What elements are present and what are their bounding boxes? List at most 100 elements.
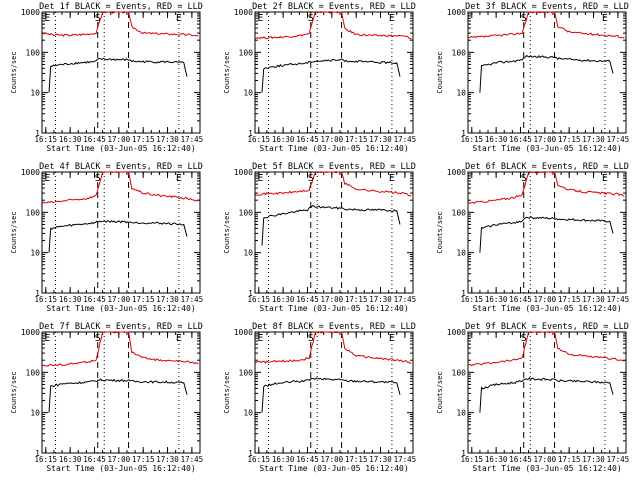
time-marker-label: E	[44, 173, 50, 184]
y-tick-label: 1	[248, 129, 253, 138]
time-marker-label: E	[176, 173, 182, 184]
x-tick-label: 17:00	[108, 295, 131, 304]
time-marker-label: S	[95, 173, 101, 184]
x-axis-label: Start Time (03-Jun-05 16:12:40)	[259, 144, 408, 153]
y-tick-label: 100	[26, 368, 41, 377]
y-axis-label: Counts/sec	[10, 211, 18, 253]
y-tick-label: 10	[30, 89, 40, 98]
x-tick-label: 17:45	[607, 455, 630, 464]
x-tick-label: 17:45	[181, 295, 204, 304]
x-axis-label: Start Time (03-Jun-05 16:12:40)	[259, 464, 408, 473]
x-tick-label: 17:30	[156, 455, 179, 464]
x-tick-label: 17:45	[181, 455, 204, 464]
x-tick-label: 16:45	[509, 295, 532, 304]
y-axis-label: Counts/sec	[436, 371, 444, 413]
x-tick-label: 17:45	[394, 135, 417, 144]
y-tick-label: 1	[461, 449, 466, 458]
chart-title: Det 6f BLACK = Events, RED = LLD	[465, 162, 629, 172]
events-series-line	[479, 54, 614, 93]
x-tick-label: 16:45	[83, 135, 106, 144]
chart-title: Det 8f BLACK = Events, RED = LLD	[252, 322, 416, 332]
y-axis-label: Counts/sec	[436, 51, 444, 93]
chart-title: Det 4f BLACK = Events, RED = LLD	[39, 162, 203, 172]
x-tick-label: 16:30	[59, 135, 82, 144]
events-series-line	[48, 57, 188, 93]
y-tick-label: 1000	[447, 168, 466, 177]
x-tick-label: 16:30	[272, 135, 295, 144]
time-marker-label: S	[95, 13, 101, 24]
x-tick-label: 16:30	[59, 455, 82, 464]
x-tick-label: 16:15	[460, 135, 483, 144]
x-tick-label: 16:30	[485, 135, 508, 144]
lld-series-line	[42, 11, 199, 37]
x-tick-label: 17:00	[321, 135, 344, 144]
y-tick-label: 1	[461, 289, 466, 298]
time-marker-label: E	[389, 333, 395, 344]
time-marker-label: E	[257, 13, 263, 24]
x-tick-label: 17:00	[534, 455, 557, 464]
y-tick-label: 100	[452, 368, 467, 377]
y-tick-label: 10	[456, 409, 466, 418]
y-tick-label: 1000	[234, 168, 253, 177]
time-marker-label: E	[257, 173, 263, 184]
y-tick-label: 1	[461, 129, 466, 138]
y-tick-label: 10	[243, 89, 253, 98]
x-tick-label: 17:15	[345, 455, 368, 464]
plot-frame	[254, 11, 414, 134]
y-tick-label: 10	[456, 89, 466, 98]
time-marker-label: E	[389, 173, 395, 184]
x-tick-label: 17:45	[607, 295, 630, 304]
y-tick-label: 10	[30, 249, 40, 258]
y-tick-label: 1000	[234, 8, 253, 17]
x-tick-label: 17:15	[558, 135, 581, 144]
lld-series-line	[468, 11, 625, 39]
lld-series-line	[255, 171, 412, 197]
events-series-line	[479, 377, 614, 413]
time-marker-label: E	[389, 13, 395, 24]
plot-frame	[41, 11, 201, 134]
x-tick-label: 16:30	[59, 295, 82, 304]
x-tick-label: 17:15	[558, 295, 581, 304]
time-marker-label: E	[602, 13, 608, 24]
x-tick-label: 17:30	[582, 295, 605, 304]
chart-title: Det 1f BLACK = Events, RED = LLD	[39, 2, 203, 12]
x-tick-label: 17:30	[582, 135, 605, 144]
x-tick-label: 17:15	[345, 135, 368, 144]
time-marker-label: E	[257, 333, 263, 344]
x-tick-label: 17:00	[108, 135, 131, 144]
x-tick-label: 16:45	[83, 295, 106, 304]
x-tick-label: 16:15	[247, 455, 270, 464]
lld-series-line	[468, 171, 625, 205]
y-axis-label: Counts/sec	[223, 211, 231, 253]
time-marker-label: E	[44, 333, 50, 344]
x-tick-label: 16:15	[247, 295, 270, 304]
y-tick-label: 1	[35, 289, 40, 298]
x-tick-label: 16:15	[34, 135, 57, 144]
chart-title: Det 9f BLACK = Events, RED = LLD	[465, 322, 629, 332]
y-tick-label: 1000	[21, 8, 40, 17]
y-tick-label: 10	[243, 249, 253, 258]
time-marker-label: S	[95, 333, 101, 344]
x-tick-label: 17:00	[534, 135, 557, 144]
events-series-line	[261, 377, 401, 413]
lld-series-line	[42, 171, 199, 204]
plot-frame	[254, 171, 414, 294]
x-tick-label: 17:45	[607, 135, 630, 144]
lld-series-line	[42, 331, 199, 367]
plot-frame	[41, 331, 201, 454]
x-tick-label: 17:15	[132, 295, 155, 304]
y-tick-label: 100	[452, 48, 467, 57]
y-tick-label: 10	[243, 409, 253, 418]
y-tick-label: 100	[239, 368, 254, 377]
x-axis-label: Start Time (03-Jun-05 16:12:40)	[46, 144, 195, 153]
time-marker-label: S	[308, 173, 314, 184]
